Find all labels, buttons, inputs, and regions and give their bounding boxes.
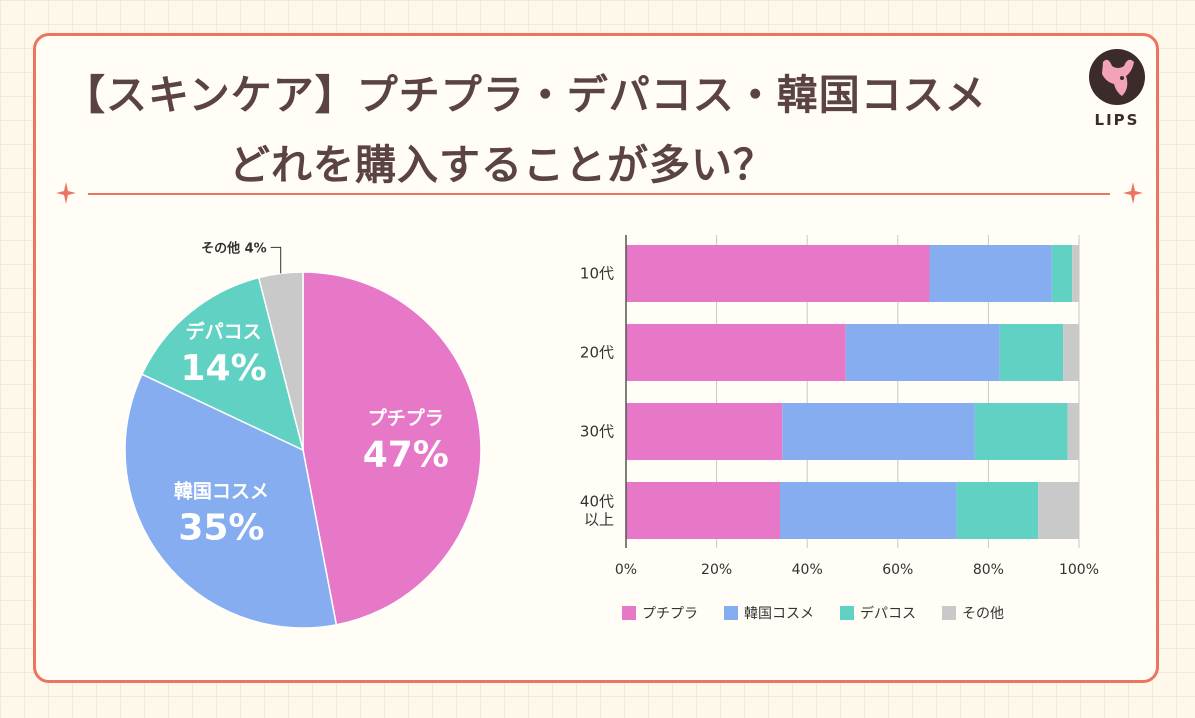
title-line-2: どれを購入することが多い？ bbox=[229, 141, 775, 189]
legend-swatch bbox=[942, 606, 956, 620]
x-tick-label: 40% bbox=[792, 562, 823, 578]
title-line-1: 【スキンケア】プチプラ・デパコス・韓国コスメ bbox=[64, 71, 987, 119]
pie-leader-line bbox=[270, 246, 282, 274]
x-tick-label: 0% bbox=[615, 562, 637, 578]
legend-item-other: その他 bbox=[942, 603, 1004, 623]
x-tick-label: 100% bbox=[1059, 562, 1099, 578]
bar-other-3 bbox=[1067, 403, 1079, 460]
sparkle-left-icon bbox=[56, 182, 76, 204]
x-tick-label: 80% bbox=[973, 562, 1004, 578]
bar-depa-1 bbox=[1051, 245, 1073, 302]
pie-value-depa: 14% bbox=[180, 348, 266, 389]
category-label: 20代 bbox=[580, 344, 614, 362]
bar-korean-1 bbox=[929, 245, 1052, 302]
bar-petit-1 bbox=[626, 245, 930, 302]
legend-label: デパコス bbox=[860, 606, 916, 622]
pie-slice-petit bbox=[302, 271, 482, 626]
legend-swatch bbox=[724, 606, 738, 620]
category-label: 40代以上 bbox=[580, 493, 614, 529]
pie-slice-other bbox=[257, 271, 304, 451]
bar-other-4 bbox=[1038, 482, 1079, 539]
pie-label-korean: 韓国コスメ bbox=[174, 479, 269, 502]
bar-korean-3 bbox=[782, 403, 975, 460]
sparkle-right-icon bbox=[1123, 182, 1143, 204]
bar-depa-4 bbox=[956, 482, 1039, 539]
bar-petit-2 bbox=[626, 324, 846, 381]
logo-text: LIPS bbox=[1094, 111, 1140, 129]
bar-petit-3 bbox=[626, 403, 783, 460]
pie-slice-depa bbox=[140, 276, 305, 452]
category-label: 10代 bbox=[580, 265, 614, 283]
legend-label: その他 bbox=[962, 606, 1004, 622]
legend-swatch bbox=[622, 606, 636, 620]
bar-other-1 bbox=[1072, 245, 1079, 302]
pie-label-petit: プチプラ bbox=[368, 406, 444, 429]
pie-label-depa: デパコス bbox=[186, 320, 262, 343]
pie-value-korean: 35% bbox=[178, 507, 264, 548]
bar-depa-3 bbox=[974, 403, 1068, 460]
bar-korean-4 bbox=[780, 482, 957, 539]
x-tick-label: 20% bbox=[701, 562, 732, 578]
bar-other-2 bbox=[1063, 324, 1079, 381]
bar-depa-2 bbox=[999, 324, 1064, 381]
pie-value-petit: 47% bbox=[363, 434, 449, 475]
x-tick-label: 60% bbox=[882, 562, 913, 578]
legend-label: プチプラ bbox=[642, 606, 698, 622]
lips-logo: LIPS bbox=[1088, 48, 1146, 129]
bar-legend: プチプラ 韓国コスメ デパコス その他 bbox=[622, 603, 1004, 623]
legend-item-depa: デパコス bbox=[840, 603, 916, 623]
title-divider bbox=[88, 193, 1110, 195]
lips-deer-icon bbox=[1089, 49, 1145, 105]
legend-swatch bbox=[840, 606, 854, 620]
bar-petit-4 bbox=[626, 482, 781, 539]
bar-korean-2 bbox=[845, 324, 1000, 381]
pie-slice-korean bbox=[124, 373, 338, 629]
category-label: 30代 bbox=[580, 423, 614, 441]
legend-label: 韓国コスメ bbox=[744, 606, 814, 622]
legend-item-petit: プチプラ bbox=[622, 603, 698, 623]
legend-item-korean: 韓国コスメ bbox=[724, 603, 814, 623]
pie-label-other: その他 4% bbox=[201, 240, 267, 256]
